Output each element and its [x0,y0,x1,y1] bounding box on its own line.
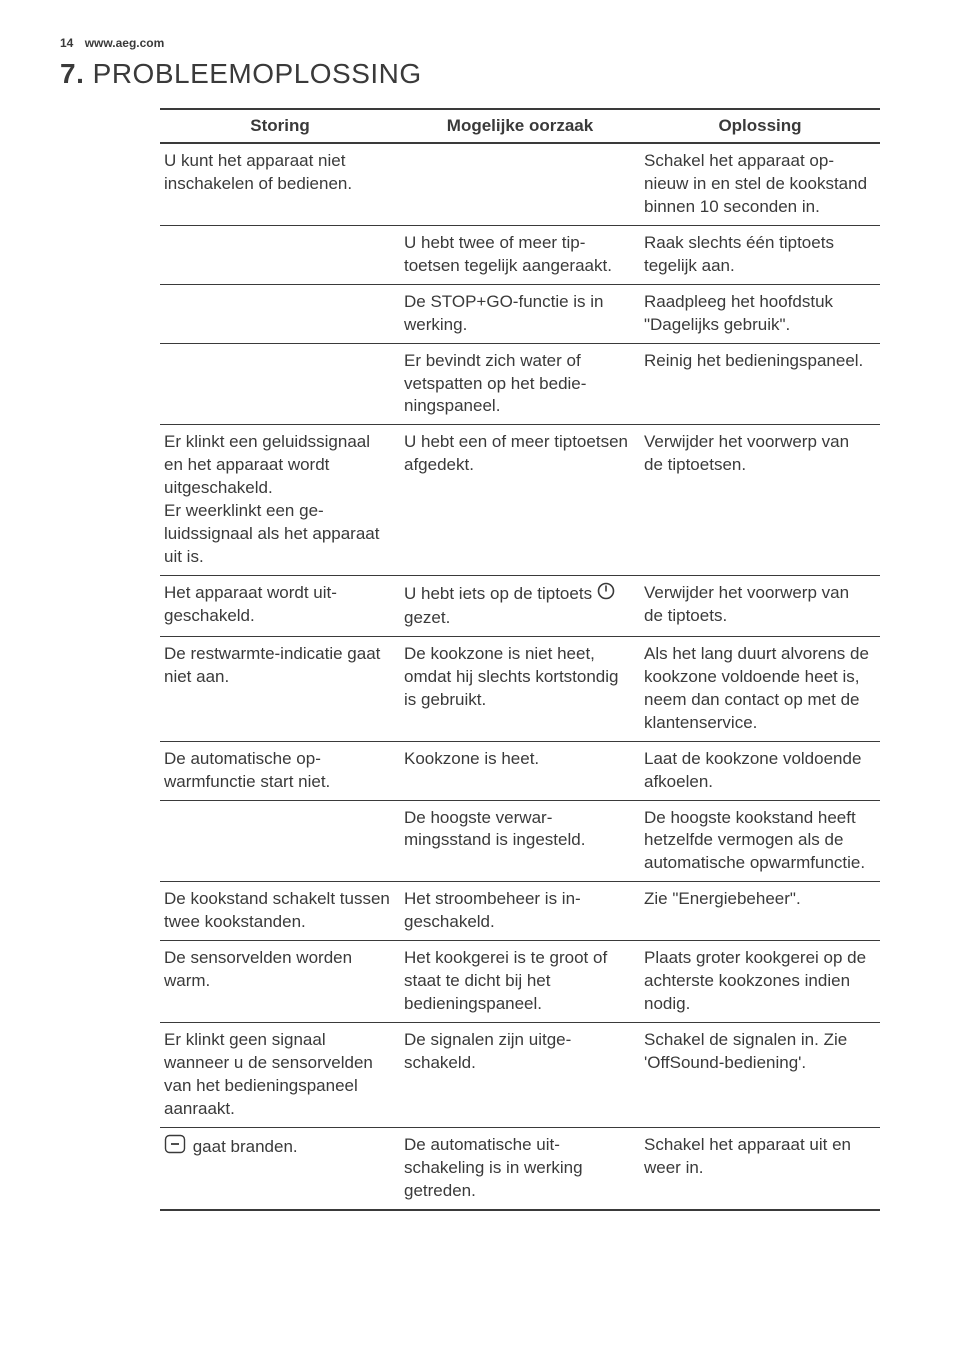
cell-oplossing: Laat de kookzone vol­doende afkoelen. [640,741,880,800]
cell-oplossing: Raadpleeg het hoofd­stuk "Dagelijks gebr… [640,284,880,343]
table-row: De sensorvelden worden warm.Het kookgere… [160,941,880,1023]
cell-oorzaak: Het kookgerei is te groot of staat te di… [400,941,640,1023]
cell-oorzaak: De hoogste verwar­mingsstand is ingestel… [400,800,640,882]
table-row: De hoogste verwar­mingsstand is ingestel… [160,800,880,882]
cell-storing [160,800,400,882]
cell-oorzaak: Het stroombeheer is in­geschakeld. [400,882,640,941]
cell-storing: U kunt het apparaat niet inschakelen of … [160,143,400,225]
cell-oorzaak: Kookzone is heet. [400,741,640,800]
page-number: 14 [60,36,73,50]
cell-oorzaak: U hebt iets op de tip­toets gezet. [400,576,640,637]
table-row: De kookstand schakelt tussen twee kookst… [160,882,880,941]
header-url: www.aeg.com [85,36,165,50]
cell-oplossing: De hoogste kookstand heeft hetzelfde ver… [640,800,880,882]
cell-oplossing: Verwijder het voorwerp van de tiptoets. [640,576,880,637]
cell-storing: gaat branden. [160,1127,400,1209]
power-icon [597,582,615,607]
cell-oplossing: Raak slechts één tiptoets tegelijk aan. [640,225,880,284]
cell-oorzaak: De STOP+GO-functie is in werking. [400,284,640,343]
section-number: 7. [60,58,84,89]
table-row: De automatische op­warmfunctie start nie… [160,741,880,800]
table-row: De restwarmte-indicatie gaat niet aan.De… [160,636,880,741]
cell-storing: Er klinkt geen signaal wanneer u de sens… [160,1023,400,1128]
cell-storing: Er klinkt een geluidssig­naal en het app… [160,425,400,576]
cell-storing: De restwarmte-indicatie gaat niet aan. [160,636,400,741]
cell-storing: De sensorvelden worden warm. [160,941,400,1023]
table-row: Er bevindt zich water of vetspatten op h… [160,343,880,425]
cell-oorzaak: U hebt twee of meer tip­toetsen tegelijk… [400,225,640,284]
table-row: Er klinkt een geluidssig­naal en het app… [160,425,880,576]
table-row: De STOP+GO-functie is in werking.Raadple… [160,284,880,343]
table-header-row: Storing Mogelijke oorzaak Oplossing [160,109,880,143]
cell-oplossing: Verwijder het voorwerp van de tiptoetsen… [640,425,880,576]
table-row: U hebt twee of meer tip­toetsen tegelijk… [160,225,880,284]
cell-oorzaak: Er bevindt zich water of vetspatten op h… [400,343,640,425]
cell-storing [160,343,400,425]
troubleshooting-table: Storing Mogelijke oorzaak Oplossing U ku… [160,108,880,1211]
dash-display-icon [164,1134,186,1161]
cell-oorzaak: De automatische uit­schakeling is in wer… [400,1127,640,1209]
cell-oplossing: Zie "Energiebeheer". [640,882,880,941]
cell-oorzaak [400,143,640,225]
cell-oplossing: Schakel het apparaat uit en weer in. [640,1127,880,1209]
table-row: Er klinkt geen signaal wanneer u de sens… [160,1023,880,1128]
cell-oorzaak: De signalen zijn uitge­schakeld. [400,1023,640,1128]
cell-oplossing: Schakel de signalen in. Zie 'OffSound-be… [640,1023,880,1128]
cell-oorzaak: De kookzone is niet heet, omdat hij slec… [400,636,640,741]
cell-oplossing: Schakel het apparaat op­nieuw in en stel… [640,143,880,225]
cell-oplossing: Plaats groter kookgerei op de achterste … [640,941,880,1023]
cell-oorzaak: U hebt een of meer tip­toetsen afgedekt. [400,425,640,576]
page-header: 14 www.aeg.com [60,36,894,50]
cell-storing: Het apparaat wordt uit­geschakeld. [160,576,400,637]
cell-oplossing: Als het lang duurt alvo­rens de kookzone… [640,636,880,741]
table-row: U kunt het apparaat niet inschakelen of … [160,143,880,225]
section-title: 7. PROBLEEMOPLOSSING [60,58,894,90]
cell-storing: De kookstand schakelt tussen twee kookst… [160,882,400,941]
section-title-text: PROBLEEMOPLOSSING [93,58,422,89]
col-header-storing: Storing [160,109,400,143]
table-row: Het apparaat wordt uit­geschakeld.U hebt… [160,576,880,637]
table-row: gaat branden.De automatische uit­schakel… [160,1127,880,1209]
col-header-oplossing: Oplossing [640,109,880,143]
col-header-oorzaak: Mogelijke oorzaak [400,109,640,143]
cell-oplossing: Reinig het bedieningspa­neel. [640,343,880,425]
cell-storing [160,284,400,343]
cell-storing [160,225,400,284]
cell-storing: De automatische op­warmfunctie start nie… [160,741,400,800]
